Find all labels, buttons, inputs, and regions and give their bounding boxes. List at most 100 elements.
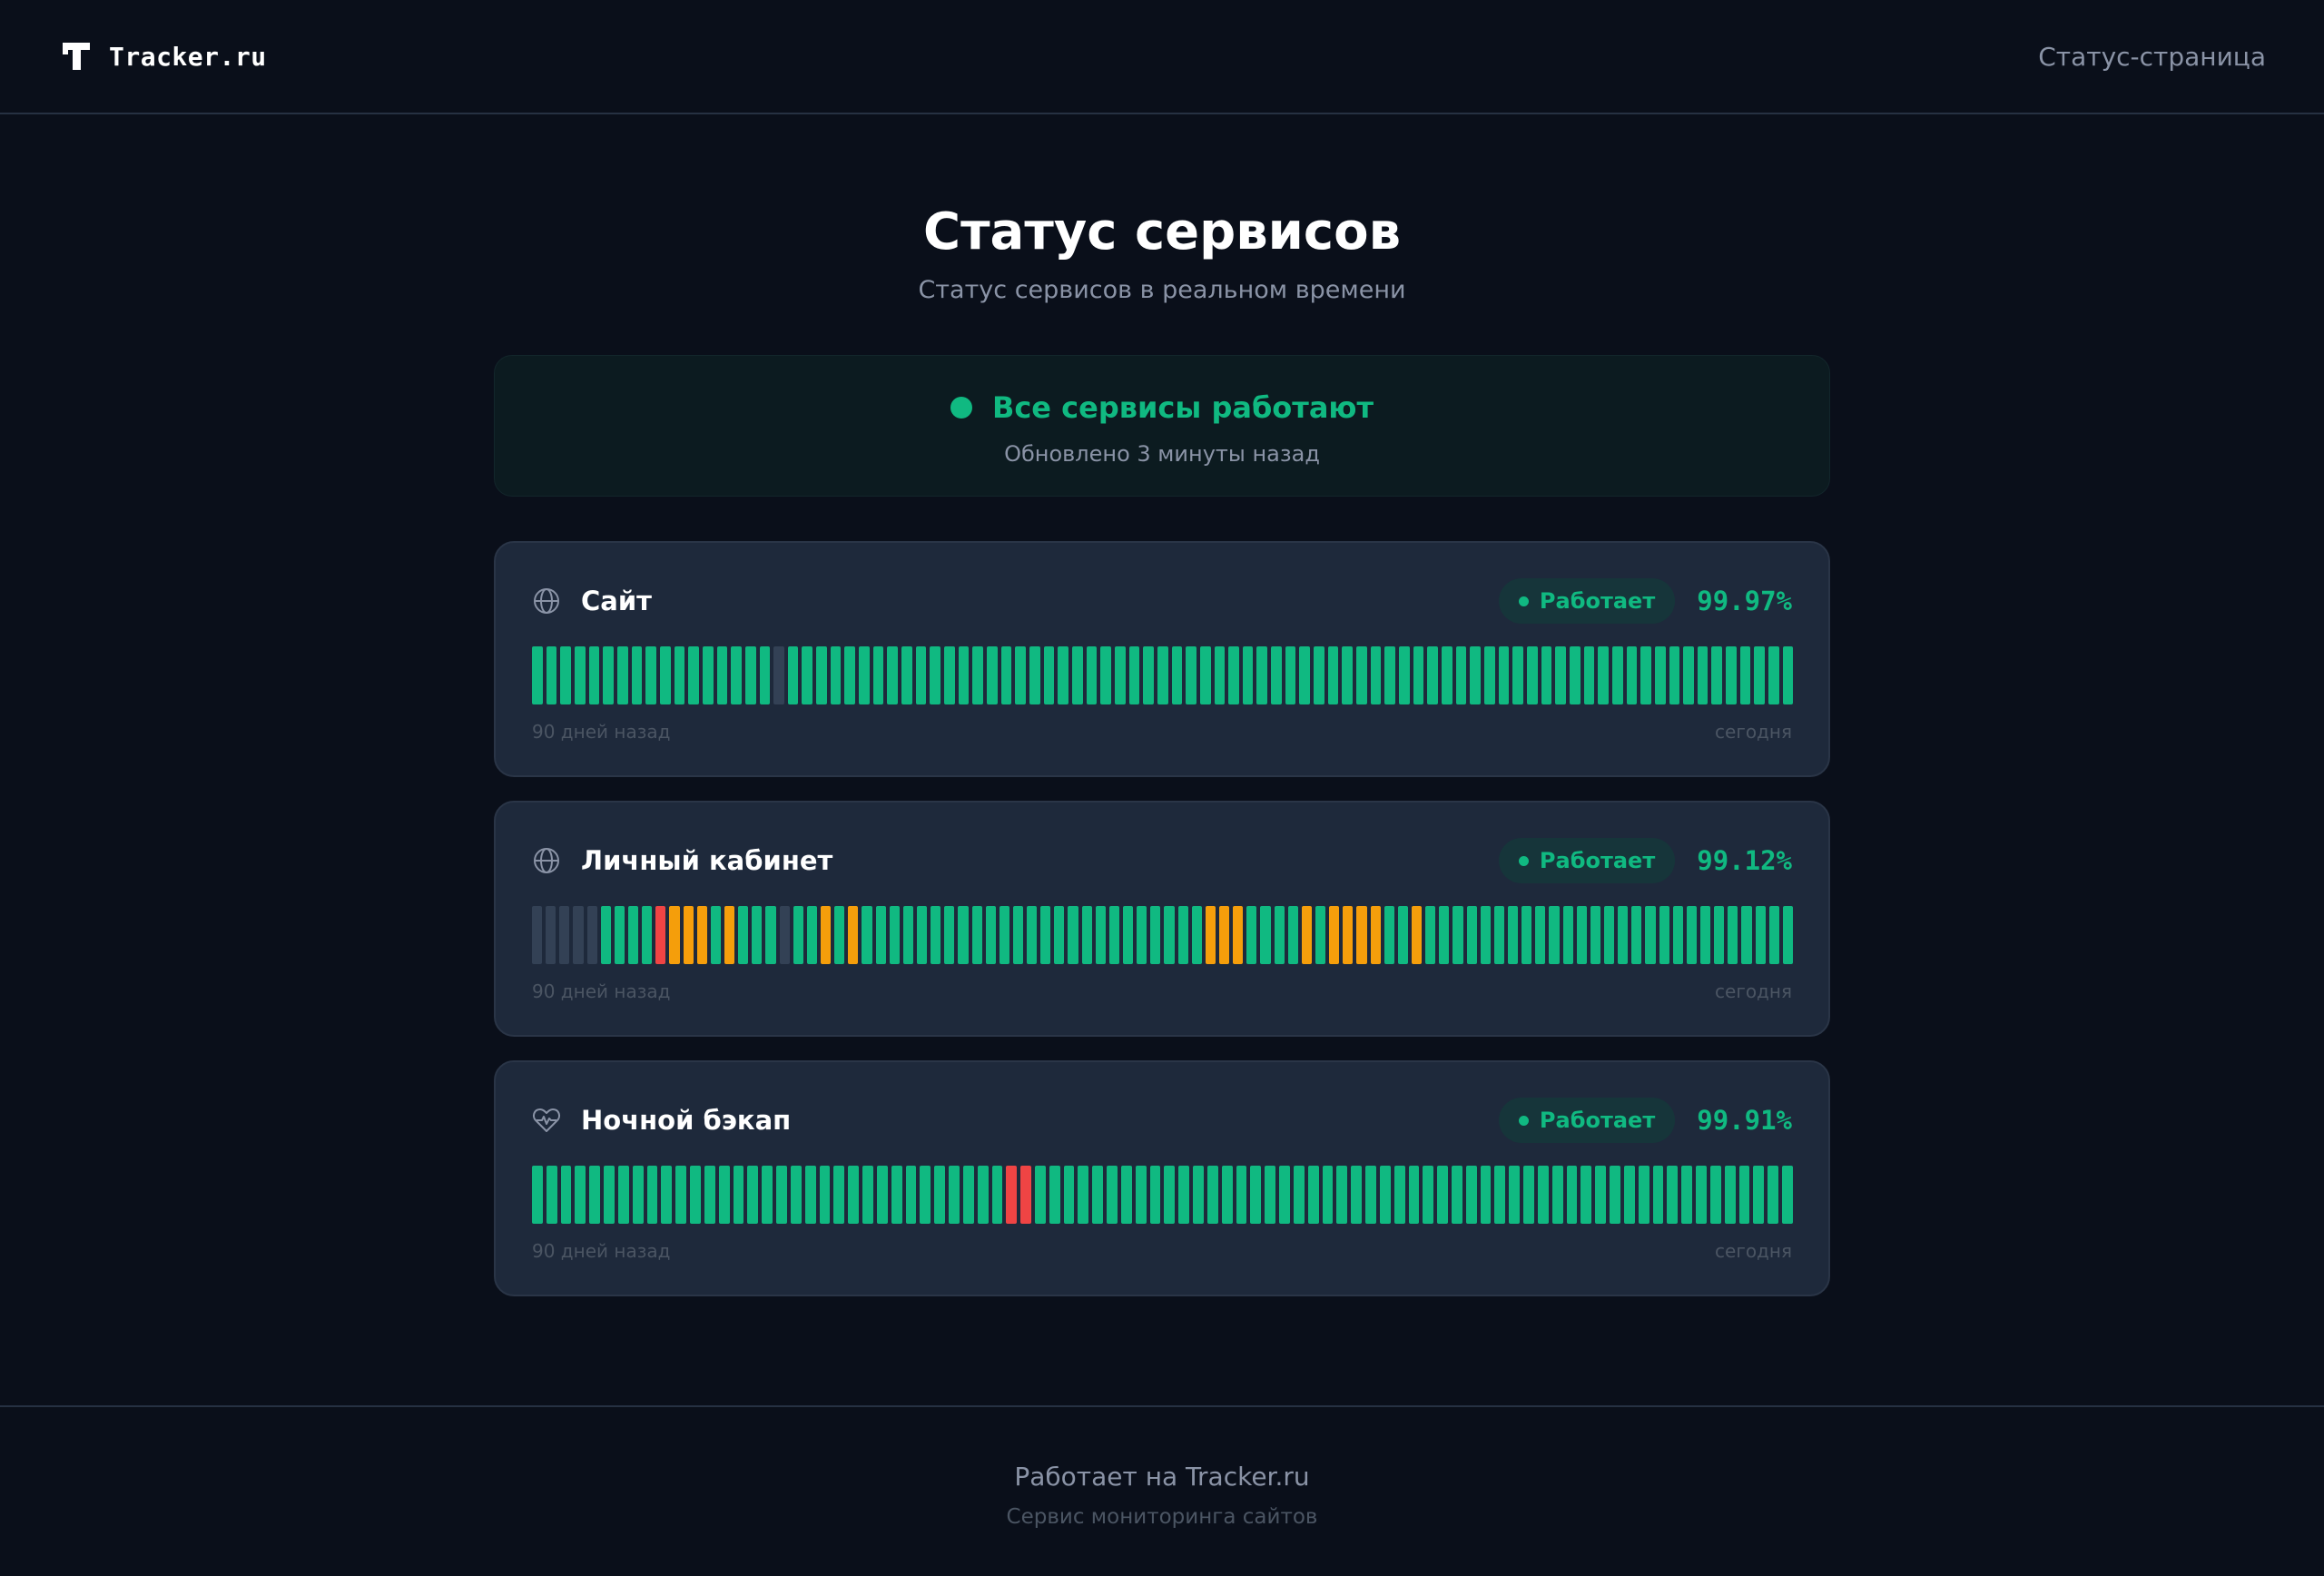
uptime-bar-up[interactable] (645, 646, 656, 704)
uptime-bar-up[interactable] (844, 646, 856, 704)
uptime-bar-up[interactable] (862, 1166, 873, 1224)
uptime-bar-up[interactable] (1128, 646, 1140, 704)
uptime-bar-up[interactable] (1058, 646, 1068, 704)
uptime-bar-degraded[interactable] (683, 906, 694, 964)
uptime-bar-up[interactable] (1034, 1166, 1046, 1224)
uptime-bar-up[interactable] (944, 646, 955, 704)
uptime-bar-up[interactable] (752, 906, 763, 964)
uptime-bar-up[interactable] (627, 906, 639, 964)
uptime-bar-up[interactable] (759, 646, 771, 704)
uptime-bar-up[interactable] (1322, 1166, 1334, 1224)
brand[interactable]: Tracker.ru (62, 42, 267, 72)
uptime-bar-up[interactable] (1137, 906, 1147, 964)
uptime-bar-up[interactable] (688, 646, 699, 704)
uptime-bar-no-data[interactable] (546, 906, 556, 964)
uptime-bar-up[interactable] (1465, 1166, 1477, 1224)
uptime-bar-up[interactable] (1095, 906, 1106, 964)
uptime-bar-up[interactable] (1709, 1166, 1721, 1224)
uptime-bar-up[interactable] (1199, 646, 1211, 704)
uptime-bar-up[interactable] (747, 1166, 759, 1224)
uptime-bar-up[interactable] (930, 646, 941, 704)
uptime-bar-up[interactable] (1393, 1166, 1405, 1224)
uptime-bar-up[interactable] (765, 906, 776, 964)
uptime-bar-up[interactable] (1697, 646, 1709, 704)
uptime-bar-up[interactable] (718, 1166, 730, 1224)
uptime-bar-up[interactable] (1569, 646, 1581, 704)
uptime-bar-up[interactable] (1768, 906, 1779, 964)
uptime-bar-up[interactable] (1654, 646, 1666, 704)
uptime-bar-up[interactable] (1193, 1166, 1204, 1224)
uptime-bar-up[interactable] (987, 646, 998, 704)
uptime-bar-up[interactable] (1738, 1166, 1750, 1224)
uptime-bar-up[interactable] (1442, 646, 1452, 704)
uptime-bar-up[interactable] (1638, 1166, 1649, 1224)
uptime-bar-up[interactable] (1177, 906, 1188, 964)
uptime-bar-up[interactable] (632, 1166, 644, 1224)
uptime-bar-degraded[interactable] (669, 906, 680, 964)
uptime-bar-up[interactable] (1555, 646, 1566, 704)
uptime-bar-up[interactable] (1726, 646, 1737, 704)
uptime-bar-up[interactable] (1768, 646, 1779, 704)
uptime-bar-up[interactable] (806, 906, 817, 964)
uptime-bar-up[interactable] (1741, 906, 1752, 964)
uptime-bar-up[interactable] (1178, 1166, 1190, 1224)
uptime-bar-up[interactable] (1214, 646, 1226, 704)
uptime-bar-up[interactable] (1285, 646, 1296, 704)
uptime-bar-up[interactable] (731, 646, 742, 704)
uptime-bar-up[interactable] (1507, 906, 1519, 964)
uptime-bar-up[interactable] (1466, 906, 1477, 964)
uptime-bar-up[interactable] (1108, 906, 1120, 964)
uptime-bar-up[interactable] (532, 646, 543, 704)
uptime-bar-up[interactable] (1683, 646, 1694, 704)
uptime-bar-up[interactable] (1107, 1166, 1118, 1224)
uptime-bar-up[interactable] (776, 1166, 787, 1224)
uptime-bar-up[interactable] (659, 646, 671, 704)
uptime-bar-down[interactable] (1006, 1166, 1018, 1224)
uptime-bar-up[interactable] (920, 1166, 931, 1224)
uptime-bar-up[interactable] (1611, 646, 1623, 704)
uptime-bar-up[interactable] (1739, 646, 1751, 704)
uptime-bar-up[interactable] (1379, 1166, 1391, 1224)
uptime-bar-up[interactable] (1015, 646, 1026, 704)
uptime-bar-degraded[interactable] (1205, 906, 1216, 964)
uptime-bar-up[interactable] (1279, 1166, 1290, 1224)
status-page-link[interactable]: Статус-страница (2038, 41, 2266, 72)
uptime-bar-degraded[interactable] (1370, 906, 1381, 964)
uptime-bar-up[interactable] (1413, 646, 1424, 704)
uptime-bar-up[interactable] (790, 1166, 802, 1224)
uptime-bar-up[interactable] (574, 646, 586, 704)
uptime-bar-up[interactable] (1012, 906, 1024, 964)
uptime-bar-no-data[interactable] (573, 906, 584, 964)
uptime-bar-up[interactable] (889, 906, 900, 964)
uptime-bar-up[interactable] (1029, 646, 1040, 704)
uptime-bar-up[interactable] (1753, 1166, 1765, 1224)
uptime-bar-no-data[interactable] (773, 646, 784, 704)
uptime-bar-up[interactable] (1078, 1166, 1089, 1224)
uptime-bar-degraded[interactable] (1356, 906, 1367, 964)
uptime-bar-up[interactable] (1576, 906, 1587, 964)
uptime-bar-up[interactable] (1365, 1166, 1376, 1224)
uptime-bar-up[interactable] (710, 906, 721, 964)
uptime-bar-degraded[interactable] (1329, 906, 1340, 964)
uptime-bar-up[interactable] (891, 1166, 902, 1224)
uptime-bar-up[interactable] (588, 646, 600, 704)
uptime-bar-degraded[interactable] (848, 906, 859, 964)
uptime-bar-degraded[interactable] (724, 906, 735, 964)
uptime-bar-up[interactable] (1040, 906, 1051, 964)
uptime-bar-up[interactable] (1236, 1166, 1247, 1224)
uptime-bar-up[interactable] (972, 646, 983, 704)
uptime-bar-up[interactable] (1782, 1166, 1793, 1224)
uptime-bar-up[interactable] (603, 646, 614, 704)
uptime-bar-up[interactable] (1480, 906, 1491, 964)
uptime-bar-up[interactable] (546, 646, 557, 704)
uptime-bar-up[interactable] (1768, 1166, 1779, 1224)
uptime-bar-up[interactable] (876, 1166, 888, 1224)
uptime-bar-up[interactable] (1652, 1166, 1664, 1224)
uptime-bar-up[interactable] (1250, 1166, 1262, 1224)
uptime-bar-up[interactable] (793, 906, 803, 964)
uptime-bar-up[interactable] (1728, 906, 1738, 964)
uptime-bar-up[interactable] (604, 1166, 615, 1224)
uptime-bar-up[interactable] (944, 906, 955, 964)
uptime-bar-degraded[interactable] (820, 906, 832, 964)
uptime-bar-up[interactable] (1265, 1166, 1276, 1224)
